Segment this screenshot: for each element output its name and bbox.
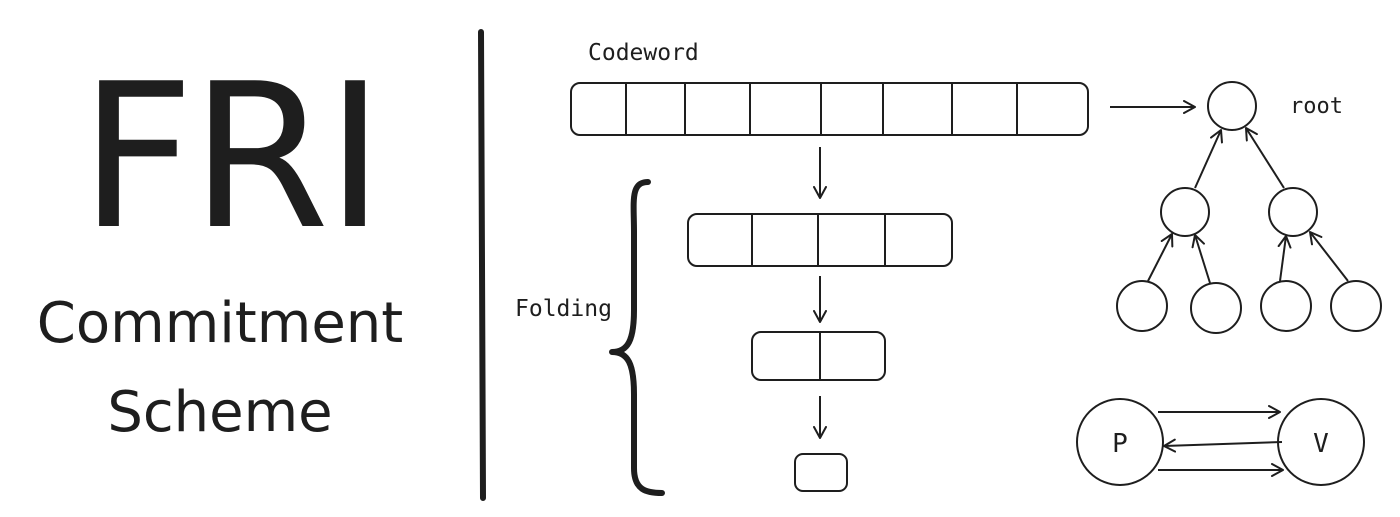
codeword-array-outline <box>570 82 1089 136</box>
tree-edge-arrow <box>1191 234 1211 284</box>
tree-edge-arrow <box>1277 235 1292 282</box>
tree-root-node <box>1207 81 1257 131</box>
folded-array-4-outline <box>687 213 953 267</box>
tree-internal-node-left <box>1160 187 1210 237</box>
folding-brace <box>609 179 665 496</box>
codeword-label: Codeword <box>588 40 699 66</box>
interaction-arrows <box>1158 405 1284 477</box>
vertical-divider <box>478 29 486 501</box>
merkle-tree-edges <box>1147 127 1349 284</box>
verifier-label: V <box>1313 429 1329 459</box>
tree-edge-arrow <box>1309 231 1349 282</box>
tree-leaf-node <box>1190 282 1242 334</box>
tree-leaf-node <box>1260 280 1312 332</box>
folded-array-2-outline <box>751 331 886 381</box>
tree-edge-arrow <box>1194 129 1223 189</box>
folded-array-2 <box>751 331 886 381</box>
prover-label: P <box>1112 429 1128 459</box>
tree-leaf-node <box>1330 280 1382 332</box>
prover-node: P <box>1076 398 1164 486</box>
tree-leaf-node <box>1116 280 1168 332</box>
folding-label: Folding <box>515 296 612 322</box>
folded-array-1 <box>794 453 848 492</box>
root-label: root <box>1290 94 1343 119</box>
subtitle-line-2: Scheme <box>107 380 333 445</box>
main-title: FRI <box>79 41 385 274</box>
tree-internal-node-right <box>1268 187 1318 237</box>
verifier-to-prover-arrow <box>1163 438 1283 453</box>
merkle-tree <box>1116 81 1382 334</box>
tree-edge-arrow <box>1245 127 1285 189</box>
folded-array-4 <box>687 213 953 267</box>
verifier-node: V <box>1277 398 1365 486</box>
tree-edge-arrow <box>1147 233 1174 282</box>
codeword-array <box>570 82 1089 136</box>
subtitle-line-1: Commitment <box>36 291 404 356</box>
